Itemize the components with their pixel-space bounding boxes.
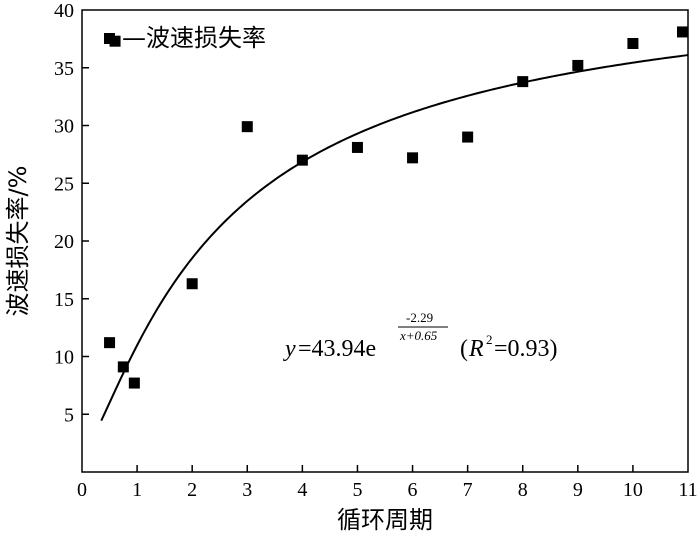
legend-label: —波速损失率	[122, 24, 266, 52]
y-tick-label: 5	[64, 404, 74, 426]
y-tick-label: 25	[54, 173, 74, 195]
y-tick-label: 35	[54, 58, 74, 80]
y-axis: 5 10 15 20 25 30 35 40	[54, 0, 89, 426]
x-axis: 0 1 2 3 4 5 6 7 8 9 10 11	[77, 465, 698, 501]
equation-numerator: -2.29	[406, 310, 433, 325]
x-tick-label: 10	[623, 479, 643, 501]
data-point	[128, 377, 140, 389]
data-point	[296, 154, 308, 166]
x-axis-label: 循环周期	[337, 506, 433, 534]
x-tick-label: 7	[463, 479, 473, 501]
legend-marker	[104, 33, 115, 44]
equation-lhs: =43.94e	[298, 336, 376, 362]
data-point	[104, 337, 116, 349]
equation-r-exp: 2	[486, 332, 493, 347]
data-point	[351, 141, 363, 153]
data-point	[572, 59, 584, 71]
x-tick-label: 3	[242, 479, 252, 501]
y-axis-label: 波速损失率/%	[4, 166, 32, 317]
y-tick-label: 30	[54, 116, 74, 138]
legend: —波速损失率	[104, 24, 266, 52]
x-tick-label: 11	[678, 479, 697, 501]
fit-equation: y =43.94e -2.29 x+0.65 ( R 2 =0.93)	[283, 310, 558, 362]
y-tick-label: 20	[54, 231, 74, 253]
x-tick-label: 5	[352, 479, 362, 501]
plot-frame	[81, 9, 689, 473]
data-point	[627, 38, 639, 49]
data-point	[517, 76, 529, 88]
x-tick-label: 2	[187, 479, 197, 501]
data-point	[186, 278, 198, 290]
fit-curve	[100, 54, 689, 422]
x-tick-label: 1	[132, 479, 142, 501]
x-tick-label: 8	[518, 479, 528, 501]
x-tick-label: 4	[297, 479, 307, 501]
x-tick-label: 0	[77, 479, 87, 501]
data-point	[117, 361, 129, 373]
equation-r-var: R	[468, 336, 484, 362]
equation-r-rest: =0.93)	[494, 336, 558, 362]
equation-y-var: y	[283, 336, 296, 362]
equation-denominator: x+0.65	[399, 328, 438, 343]
data-point	[407, 152, 419, 164]
equation-r-open: (	[460, 336, 468, 362]
data-point	[241, 121, 253, 133]
x-tick-label: 9	[573, 479, 583, 501]
data-points	[104, 26, 688, 389]
y-tick-label: 10	[54, 347, 74, 369]
y-tick-label: 15	[54, 289, 74, 311]
y-tick-label: 40	[54, 0, 74, 22]
data-point	[676, 26, 688, 38]
data-point	[462, 131, 474, 143]
x-tick-label: 6	[408, 479, 418, 501]
data-point	[109, 35, 121, 47]
